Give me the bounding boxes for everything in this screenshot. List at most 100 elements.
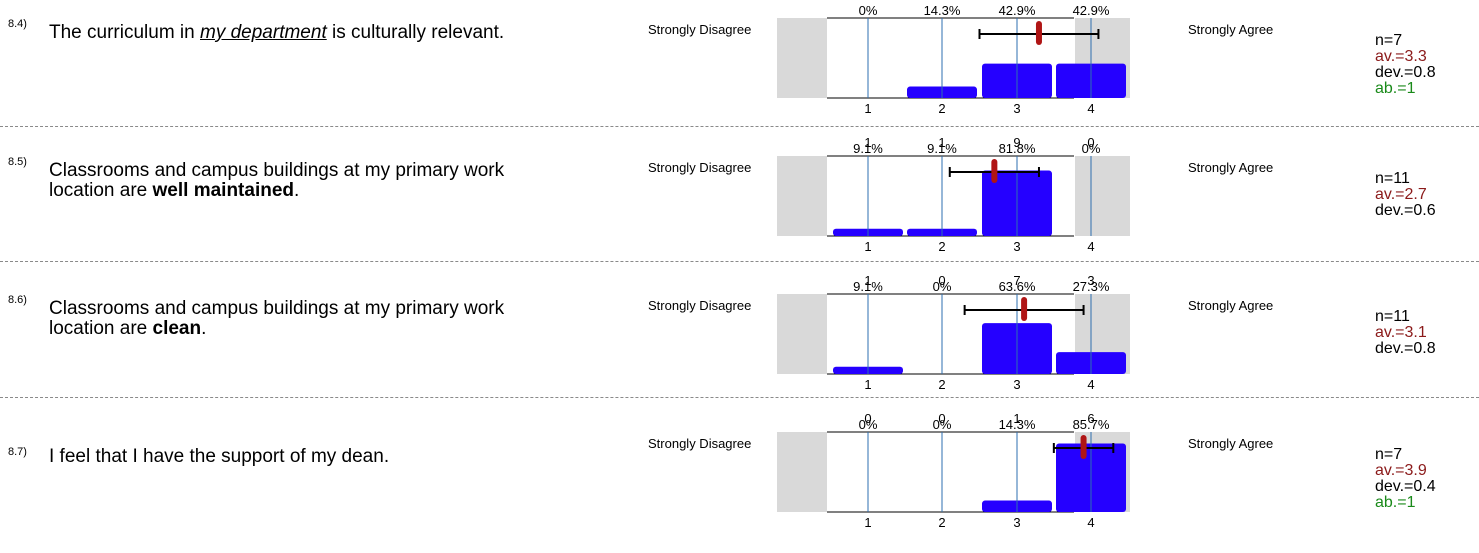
question-text-part: my department [200,22,327,43]
percent-label: 9.1% [853,279,883,294]
x-tick-label: 1 [864,377,871,392]
scale-left-label: Strongly Disagree [648,22,752,37]
count-label: 9 [1013,138,1020,150]
row-divider [0,126,1479,127]
row-divider [0,261,1479,262]
question-row: 8.4) The curriculum in my department is c… [0,0,1479,138]
percent-label: 0% [859,417,878,432]
x-tick-label: 2 [938,239,945,254]
x-tick-label: 3 [1013,239,1020,254]
stat-abstentions: ab.=1 [1375,494,1416,511]
question-text-part: Classrooms and campus buildings at my pr… [49,160,505,201]
stats-block: n=11 av.=2.7 dev.=0.6 [1375,171,1436,219]
x-tick-label: 1 [864,239,871,254]
count-label: 0 [938,414,945,426]
x-tick-label: 4 [1087,377,1094,392]
scale-right-label: Strongly Agree [1188,22,1274,37]
count-label: 7 [1013,276,1020,288]
question-row: 8.6) Classrooms and campus buildings at m… [0,276,1479,414]
question-text: Classrooms and campus buildings at my pr… [49,161,569,201]
x-tick-label: 3 [1013,515,1020,530]
x-tick-label: 2 [938,101,945,116]
question-text-part: . [294,180,300,201]
percent-label: 9.1% [927,141,957,156]
stat-n: n=7 [1375,446,1403,463]
question-row: 8.7) I feel that I have the support of my… [0,414,1479,552]
question-text-part: The curriculum in [49,22,200,43]
x-tick-label: 3 [1013,101,1020,116]
question-text: The curriculum in my department is cultu… [49,23,569,43]
left-grey-panel [777,18,827,98]
stats-block: n=7 av.=3.9 dev.=0.4 ab.=1 [1375,447,1436,511]
question-text-part: is culturally relevant. [326,22,505,43]
percent-label: 14.3% [999,417,1036,432]
question-number: 8.5) [8,156,27,168]
count-label: 0 [938,276,945,288]
x-tick-label: 2 [938,377,945,392]
stat-average: av.=3.3 [1375,48,1427,65]
percent-label: 42.9% [999,3,1036,18]
left-grey-panel [777,294,827,374]
question-text: Classrooms and campus buildings at my pr… [49,299,569,339]
stat-deviation: dev.=0.8 [1375,340,1436,357]
stats-block: n=7 av.=3.3 dev.=0.8 ab.=1 [1375,33,1436,97]
right-grey-panel [1075,156,1130,236]
stat-deviation: dev.=0.6 [1375,202,1436,219]
scale-right-label: Strongly Agree [1188,298,1274,313]
x-tick-label: 4 [1087,515,1094,530]
stats-block: n=11 av.=3.1 dev.=0.8 [1375,309,1436,357]
count-label: 1 [864,138,871,150]
count-label: 6 [1087,414,1094,426]
scale-right-label: Strongly Agree [1188,436,1274,451]
question-row: 8.5) Classrooms and campus buildings at m… [0,138,1479,276]
left-grey-panel [777,156,827,236]
count-label: 3 [1087,276,1094,288]
count-label: 1 [1013,414,1020,426]
question-number: 8.7) [8,446,27,458]
percent-label: 0% [1082,141,1101,156]
stat-abstentions: ab.=1 [1375,80,1416,97]
count-label: 1 [864,276,871,288]
question-text-part: clean [152,318,202,339]
stat-average: av.=2.7 [1375,186,1427,203]
question-text-part: well maintained [152,180,294,201]
left-grey-panel [777,432,827,512]
row-divider [0,397,1479,398]
x-tick-label: 2 [938,515,945,530]
percent-label: 81.8% [999,141,1036,156]
scale-right-label: Strongly Agree [1188,160,1274,175]
scale-left-label: Strongly Disagree [648,436,752,451]
stat-deviation: dev.=0.4 [1375,478,1436,495]
stat-n: n=11 [1375,308,1410,325]
stat-n: n=7 [1375,32,1403,49]
x-tick-label: 3 [1013,377,1020,392]
count-label: 0 [1087,138,1094,150]
count-label: 0 [864,414,871,426]
percent-label: 63.6% [999,279,1036,294]
stat-average: av.=3.1 [1375,324,1427,341]
question-text-part: I feel that I have the support of my dea… [49,446,390,467]
scale-left-label: Strongly Disagree [648,160,752,175]
percent-label: 0% [859,3,878,18]
question-number: 8.4) [8,18,27,30]
question-text-part: Classrooms and campus buildings at my pr… [49,298,505,339]
question-number: 8.6) [8,294,27,306]
percent-label: 9.1% [853,141,883,156]
question-text: I feel that I have the support of my dea… [49,447,569,467]
x-tick-label: 4 [1087,101,1094,116]
x-tick-label: 1 [864,101,871,116]
percent-label: 85.7% [1073,417,1110,432]
percent-label: 14.3% [924,3,961,18]
distribution-chart: 0% 1 14.3% 2 42.9% 3 42.9% 4 [777,3,1130,116]
count-label: 1 [938,138,945,150]
percent-label: 27.3% [1073,279,1110,294]
question-text-part: . [201,318,207,339]
stat-n: n=11 [1375,170,1410,187]
x-tick-label: 1 [864,515,871,530]
stat-deviation: dev.=0.8 [1375,64,1436,81]
percent-label: 0% [933,279,952,294]
stat-average: av.=3.9 [1375,462,1427,479]
